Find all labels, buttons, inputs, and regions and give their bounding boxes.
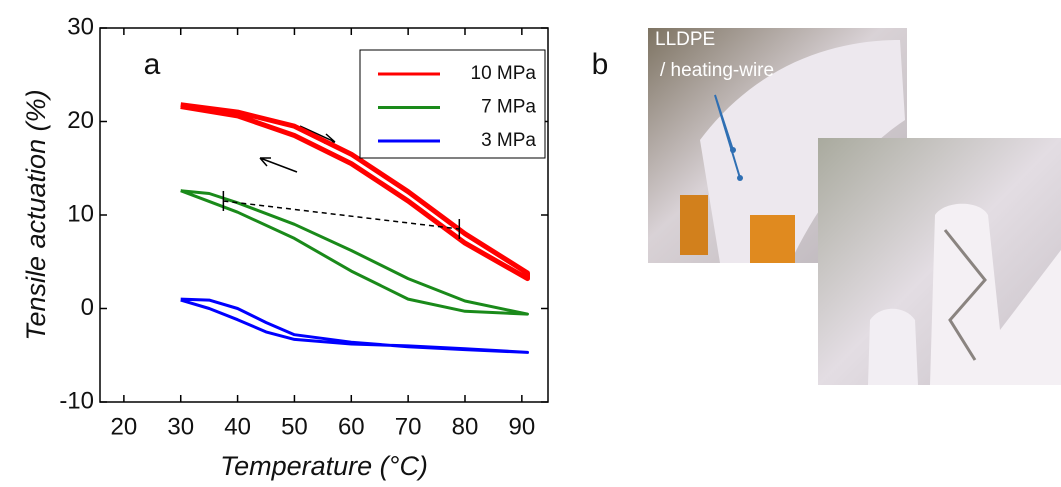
legend-label: 7 MPa — [481, 97, 536, 118]
connector — [680, 195, 708, 255]
pointer-dot — [730, 147, 736, 153]
pointer — [714, 94, 741, 179]
y-tick-label: 0 — [81, 294, 94, 321]
panel-label: a — [144, 48, 161, 81]
guide-line — [223, 200, 460, 230]
legend-label: 3 MPa — [481, 130, 536, 151]
finger — [868, 308, 918, 385]
x-tick-label: 50 — [281, 413, 308, 440]
data-line — [180, 297, 529, 354]
x-tick-label: 60 — [338, 413, 365, 440]
connector — [750, 215, 795, 263]
x-tick-label: 40 — [224, 413, 251, 440]
legend-label: 10 MPa — [471, 63, 537, 84]
y-tick-label: 30 — [67, 13, 94, 40]
pointer-dot — [737, 175, 743, 181]
panel-label: b — [592, 48, 609, 81]
glove — [700, 40, 905, 263]
photo-label: LLDPE — [655, 29, 715, 50]
x-tick-label: 30 — [167, 413, 194, 440]
x-tick-label: 90 — [508, 413, 535, 440]
x-axis-label: Temperature (°C) — [220, 451, 428, 481]
x-tick-label: 70 — [395, 413, 422, 440]
data-line — [180, 189, 529, 316]
y-axis-label: Tensile actuation (%) — [21, 89, 51, 340]
x-tick-label: 20 — [111, 413, 138, 440]
y-tick-label: 10 — [67, 200, 94, 227]
direction-arrow — [259, 157, 298, 173]
x-tick-label: 80 — [452, 413, 479, 440]
data-line — [180, 102, 530, 282]
wire — [943, 229, 987, 361]
photo-label: / heating-wire — [660, 60, 774, 81]
y-tick-label: 20 — [67, 107, 94, 134]
y-tick-label: -10 — [59, 387, 94, 414]
